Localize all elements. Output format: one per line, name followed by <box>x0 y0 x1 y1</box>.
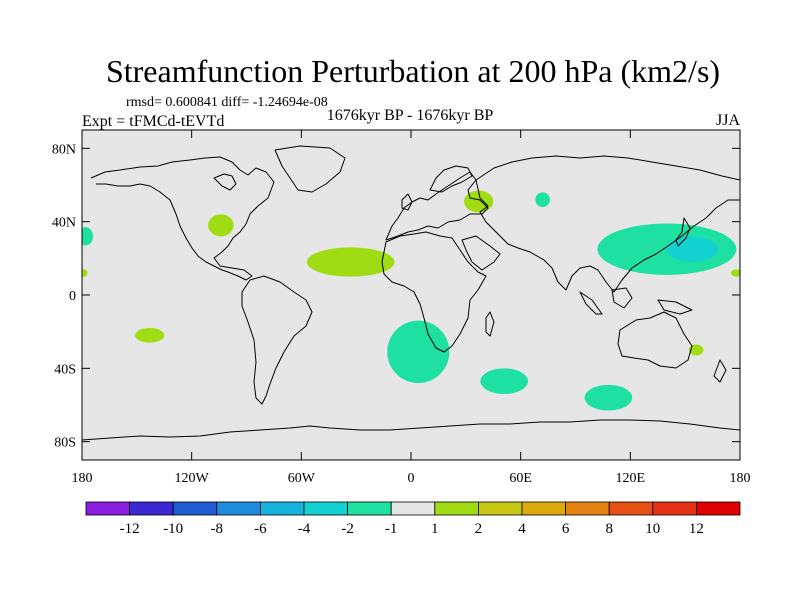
colorbar-swatch-5 <box>303 501 348 516</box>
coastline-borneo <box>611 287 633 309</box>
anomaly-region-10 <box>480 368 528 394</box>
experiment-label: Expt = tFMCd-tEVTd <box>82 113 224 130</box>
colorbar-label: 4 <box>518 521 526 537</box>
colorbar-swatch-13 <box>652 501 697 516</box>
coastline-british-isles <box>401 193 413 211</box>
colorbar-swatch-3 <box>216 501 261 516</box>
colorbar-swatch-2 <box>172 501 218 516</box>
y-tick-label: 80N <box>52 142 76 157</box>
anomaly-layer <box>82 190 740 411</box>
anomaly-region-3 <box>306 247 395 277</box>
anomaly-region-2 <box>135 328 165 343</box>
anomaly-region-6 <box>82 269 88 277</box>
colorbar-swatch-9 <box>477 501 523 516</box>
period-label: 1676kyr BP - 1676kyr BP <box>327 107 494 124</box>
stats-line: rmsd= 0.600841 diff= -1.24694e-08 <box>126 95 328 110</box>
x-tick-label: 120W <box>175 471 210 486</box>
colorbar-label: -10 <box>163 521 183 537</box>
colorbar-swatch-4 <box>259 501 305 516</box>
colorbar-label: -4 <box>298 521 311 537</box>
coastline-south-america <box>241 275 313 405</box>
coastline-europe <box>385 171 489 241</box>
coastline-new-zealand <box>713 359 727 383</box>
x-tick-label: 120E <box>616 471 646 486</box>
coastline-new-guinea <box>657 299 693 315</box>
anomaly-region-4 <box>688 344 704 356</box>
coastline-sumatra <box>579 291 603 315</box>
colorbar-label: -1 <box>385 521 398 537</box>
colorbar-swatch-1 <box>129 501 174 516</box>
y-tick-label: 0 <box>69 289 76 304</box>
colorbar-label: -8 <box>211 521 224 537</box>
colorbar-swatch-12 <box>608 501 654 516</box>
coastline-japan <box>675 217 691 247</box>
y-tick-label: 40N <box>52 216 76 231</box>
anomaly-region-14 <box>82 227 93 246</box>
y-axis: 80N 40N 0 40S 80S <box>52 142 740 451</box>
coastline-asia <box>475 155 740 293</box>
x-axis: 180 120W 60W 0 60E 120E 180 <box>72 130 751 486</box>
colorbar-swatch-10 <box>521 501 566 516</box>
y-tick-label: 40S <box>54 362 76 377</box>
colorbar-label: 6 <box>562 521 570 537</box>
coastline-madagascar <box>485 311 495 337</box>
colorbar-label: 2 <box>475 521 483 537</box>
coastline-arabia <box>461 235 501 271</box>
x-tick-label: 60E <box>509 471 532 486</box>
coastline-greenland <box>274 145 346 193</box>
colorbar-swatch-6 <box>347 501 392 516</box>
colorbar-label: -6 <box>254 521 267 537</box>
anomaly-region-11 <box>584 384 633 411</box>
colorbar-label: 1 <box>431 521 439 537</box>
coastline-hudson-bay <box>213 173 237 191</box>
colorbar-label: -2 <box>341 521 354 537</box>
anomaly-region-8 <box>666 236 719 262</box>
y-tick-label: 80S <box>54 436 76 451</box>
anomaly-region-9 <box>387 320 450 384</box>
coastline-scandinavia <box>429 165 473 193</box>
x-tick-label: 180 <box>730 471 751 486</box>
anomaly-region-5 <box>730 269 740 277</box>
colorbar-swatch-7 <box>390 501 436 516</box>
coastline-australia <box>617 311 693 369</box>
colorbar-swatch-14 <box>696 501 741 516</box>
colorbar-swatch-8 <box>434 501 479 516</box>
x-tick-label: 180 <box>72 471 93 486</box>
x-tick-label: 60W <box>288 471 316 486</box>
colorbar-label: -12 <box>120 521 140 537</box>
x-tick-label: 0 <box>408 471 415 486</box>
season-label: JJA <box>716 112 740 129</box>
colorbar-label: 8 <box>605 521 613 537</box>
coastlines <box>82 145 740 441</box>
anomaly-region-12 <box>535 192 550 208</box>
colorbar-swatch-0 <box>85 501 130 516</box>
chart-title: Streamfunction Perturbation at 200 hPa (… <box>106 53 720 89</box>
map-background <box>82 130 740 460</box>
coastline-north-america <box>90 156 275 281</box>
anomaly-region-1 <box>208 214 234 237</box>
map-plot <box>81 129 741 461</box>
colorbar-label: 12 <box>689 521 704 537</box>
coastline-africa <box>381 231 487 353</box>
anomaly-region-13 <box>608 238 627 250</box>
colorbar-swatch-11 <box>565 501 610 516</box>
colorbar-label: 10 <box>645 521 660 537</box>
coastline-antarctica <box>82 419 740 441</box>
colorbar: -12 -10 -8 -6 -4 -2 -1 1 2 4 6 8 10 12 <box>85 501 741 537</box>
